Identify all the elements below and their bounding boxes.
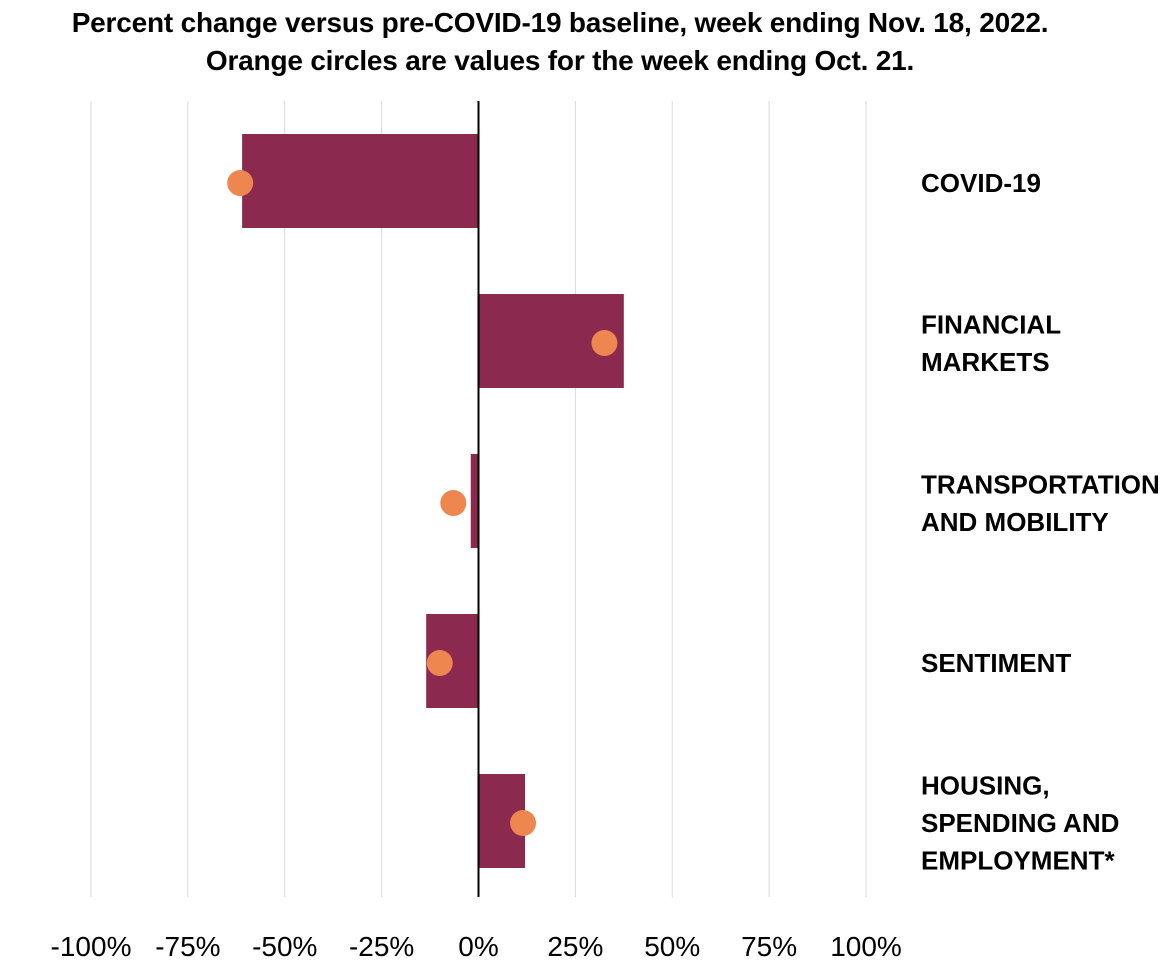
category-label: SENTIMENT <box>921 648 1071 678</box>
category-label: MARKETS <box>921 347 1050 377</box>
dot <box>426 650 453 676</box>
bars <box>242 134 624 868</box>
x-tick-label: 50% <box>644 931 700 962</box>
x-tick-label: 25% <box>547 931 603 962</box>
chart-title: Percent change versus pre-COVID-19 basel… <box>71 7 1049 38</box>
category-label: EMPLOYMENT* <box>921 846 1115 876</box>
x-tick-labels: -100% -75% -50% -25% 0% 25% 50% 75% 100% <box>51 931 902 962</box>
dot <box>591 330 618 356</box>
dot <box>227 170 254 196</box>
category-label: COVID-19 <box>921 168 1041 198</box>
x-tick-label: -100% <box>51 931 132 962</box>
bar <box>242 134 479 228</box>
bar <box>470 454 479 548</box>
category-label: FINANCIAL <box>921 309 1061 339</box>
x-tick-label: 0% <box>458 931 498 962</box>
chart-subtitle: Orange circles are values for the week e… <box>205 45 915 76</box>
dot <box>510 810 537 836</box>
category-label: TRANSPORTATION <box>921 469 1160 499</box>
x-tick-label: 75% <box>741 931 797 962</box>
x-tick-label: -50% <box>252 931 317 962</box>
category-label: SPENDING AND <box>921 808 1119 838</box>
x-tick-label: 100% <box>830 931 902 962</box>
dots <box>227 170 618 836</box>
dot <box>440 490 467 516</box>
category-label: AND MOBILITY <box>921 507 1109 537</box>
gridlines <box>90 101 867 897</box>
category-label: HOUSING, <box>921 771 1050 801</box>
chart-title-block: Percent change versus pre-COVID-19 basel… <box>0 4 1120 80</box>
category-labels: COVID-19 FINANCIAL MARKETS TRANSPORTATION AN… <box>921 168 1160 876</box>
x-tick-label: -75% <box>155 931 220 962</box>
x-tick-label: -25% <box>349 931 414 962</box>
